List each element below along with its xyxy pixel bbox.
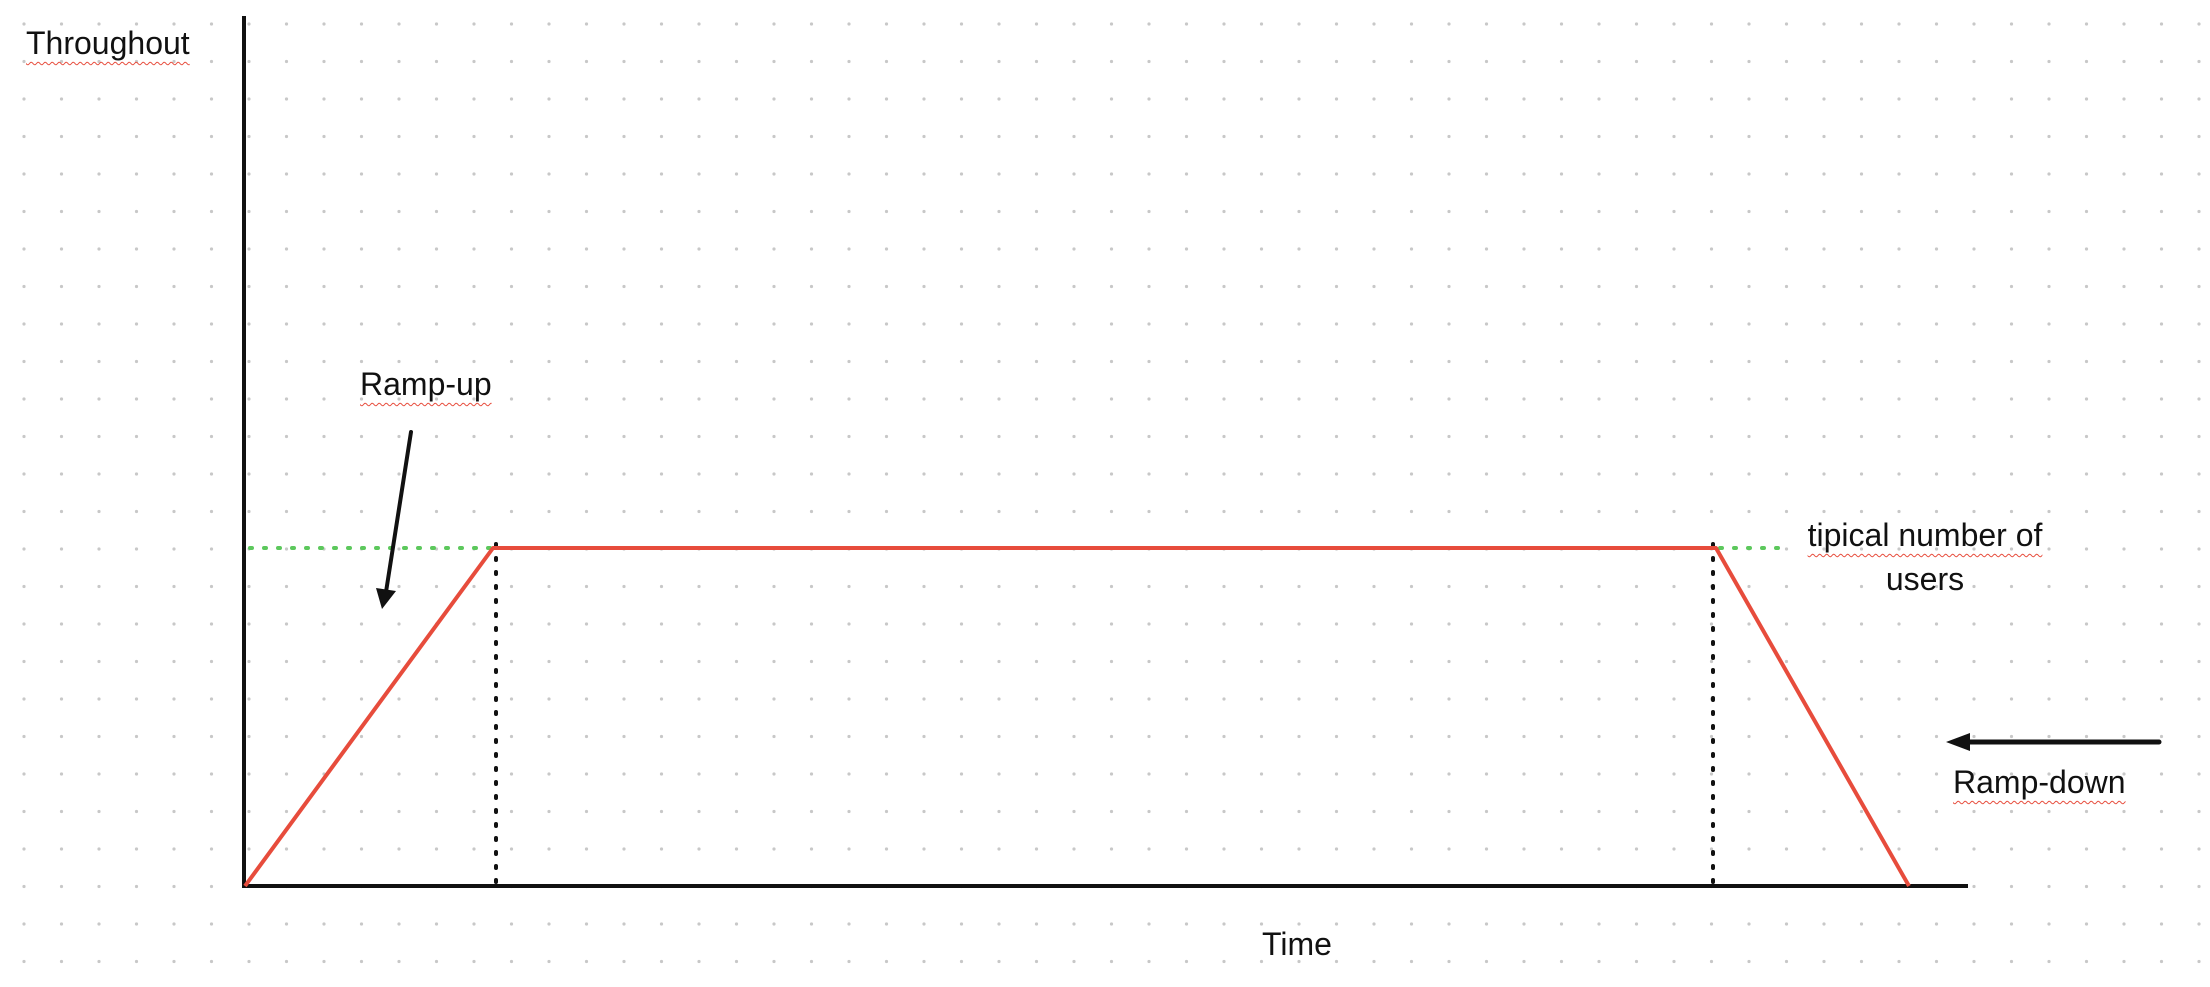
- y-axis-label: Throughout: [26, 25, 190, 61]
- typical-users-label: tipical number of users: [1780, 513, 2070, 601]
- x-axis-label: Time: [1262, 926, 1332, 962]
- ramp-down-label: Ramp-down: [1953, 764, 2126, 800]
- typical-users-label-line2: users: [1885, 561, 1965, 597]
- ramp-up-label: Ramp-up: [360, 366, 492, 402]
- typical-users-label-line1: tipical number of: [1807, 517, 2043, 553]
- arrow-ramp-down-icon: [1946, 733, 2162, 751]
- load-curve: [243, 546, 1911, 888]
- arrow-ramp-up-icon: [376, 430, 413, 609]
